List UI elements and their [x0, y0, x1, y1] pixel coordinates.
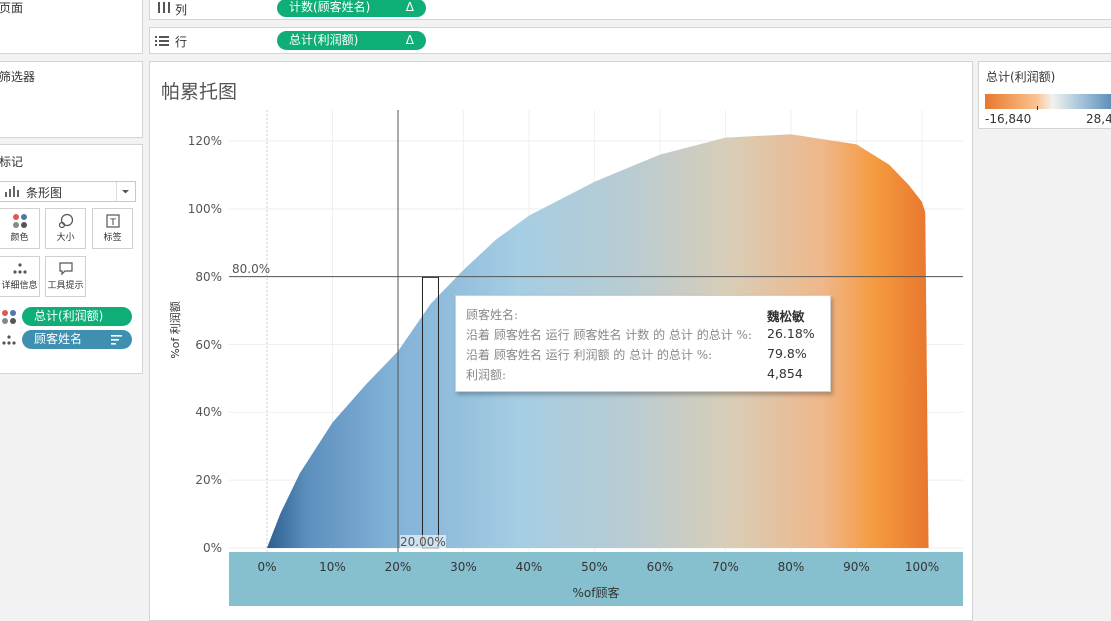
ref-line-y-label: 80.0%: [232, 262, 271, 276]
tooltip-button[interactable]: 工具提示: [45, 256, 86, 297]
detail-icon: [12, 263, 27, 274]
pages-panel: 页面: [0, 0, 143, 54]
tooltip-count-pct-value: 26.18%: [767, 326, 815, 341]
tooltip-profit-value: 4,854: [767, 366, 803, 381]
rows-shelf-icon: [155, 35, 169, 50]
delta-icon: Δ: [405, 0, 414, 14]
marks-pill-customer-name-label: 顾客姓名: [34, 332, 83, 346]
marks-pill-total-profit-label: 总计(利润额): [34, 309, 104, 323]
pages-title: 页面: [0, 1, 24, 15]
label-icon: T: [105, 214, 120, 228]
filters-panel[interactable]: 筛选器: [0, 61, 143, 138]
sort-icon[interactable]: [111, 330, 123, 355]
chart-title: 帕累托图: [161, 81, 238, 103]
marks-pill-total-profit[interactable]: 总计(利润额): [22, 307, 132, 326]
y-tick-label: 80%: [195, 269, 222, 284]
x-tick-label: 60%: [646, 560, 674, 574]
pill-profit-row: 总计(利润额): [0, 307, 139, 327]
label-button-label: 标签: [103, 233, 122, 243]
y-tick-label: 40%: [195, 405, 222, 420]
legend-zero-tick: [1037, 106, 1038, 110]
x-axis-band: [229, 552, 963, 606]
x-tick-label: 40%: [515, 560, 543, 574]
y-tick-label: 0%: [202, 541, 222, 555]
marks-panel: 标记 条形图 颜色 大小 T 标签 详细信息 工具提示 总计(利润额): [0, 144, 143, 374]
legend-gradient-bar[interactable]: [985, 94, 1111, 109]
chevron-down-icon[interactable]: [116, 182, 134, 201]
marks-pill-customer-name[interactable]: 顾客姓名: [22, 330, 132, 349]
size-button[interactable]: 大小: [45, 208, 86, 249]
marks-title: 标记: [0, 155, 24, 169]
legend-title: 总计(利润额): [986, 70, 1056, 84]
y-tick-label: 20%: [195, 473, 222, 488]
color-button-label: 颜色: [10, 233, 29, 243]
x-axis-title: %of顾客: [572, 586, 620, 600]
svg-text:T: T: [109, 218, 116, 228]
mark-type-dropdown[interactable]: 条形图: [0, 181, 136, 202]
tooltip-profit-label: 利润额:: [466, 368, 507, 382]
x-tick-label: 20%: [384, 560, 412, 574]
color-dots-icon: [2, 310, 16, 324]
x-tick-label: 70%: [712, 560, 739, 574]
legend-max-label: 28,4: [1086, 112, 1111, 126]
tooltip-customer-label: 顾客姓名:: [466, 308, 519, 322]
y-tick-label: 60%: [195, 337, 222, 352]
rows-shelf-label: 行: [175, 35, 188, 49]
pill-customer-row: 顾客姓名: [0, 330, 139, 350]
label-button[interactable]: T 标签: [92, 208, 133, 249]
rows-shelf[interactable]: 行 总计(利润额) Δ: [149, 27, 1111, 54]
columns-pill[interactable]: 计数(顾客姓名) Δ: [277, 0, 426, 17]
ref-line-x-label: 20.00%: [400, 535, 446, 549]
x-tick-label: 90%: [843, 560, 870, 574]
detail-icon: [2, 335, 16, 345]
bar-chart-icon: [4, 186, 20, 200]
columns-shelf-label: 列: [175, 3, 188, 17]
y-tick-label: 120%: [187, 134, 222, 148]
x-tick-label: 10%: [319, 560, 346, 574]
columns-shelf-icon: [157, 2, 171, 17]
columns-pill-label: 计数(顾客姓名): [289, 0, 371, 14]
legend-min-label: -16,840: [985, 112, 1032, 126]
color-legend-panel[interactable]: 总计(利润额) -16,840 28,4: [978, 61, 1111, 129]
tooltip-card: 顾客姓名: 魏松敏 沿着 顾客姓名 运行 顾客姓名 计数 的 总计 的总计 %:…: [455, 295, 831, 392]
tooltip-count-pct-label: 沿着 顾客姓名 运行 顾客姓名 计数 的 总计 的总计 %:: [466, 328, 752, 342]
mark-type-label: 条形图: [26, 186, 63, 200]
delta-icon: Δ: [405, 33, 414, 47]
filters-title: 筛选器: [0, 70, 36, 84]
detail-button-label: 详细信息: [1, 281, 38, 291]
rows-pill[interactable]: 总计(利润额) Δ: [277, 31, 426, 50]
tooltip-customer-value: 魏松敏: [767, 309, 805, 324]
x-tick-label: 80%: [777, 560, 805, 574]
rows-pill-label: 总计(利润额): [289, 33, 359, 47]
x-tick-label: 30%: [450, 560, 477, 574]
size-button-label: 大小: [56, 233, 75, 243]
tooltip-icon: [58, 262, 73, 276]
detail-button[interactable]: 详细信息: [0, 256, 40, 297]
size-icon: [58, 213, 73, 229]
columns-shelf[interactable]: 列 计数(顾客姓名) Δ: [149, 0, 1111, 20]
tooltip-profit-pct-label: 沿着 顾客姓名 运行 利润额 的 总计 的总计 %:: [466, 348, 713, 362]
tooltip-profit-pct-value: 79.8%: [767, 346, 807, 361]
y-tick-label: 100%: [187, 201, 222, 216]
y-axis-title: %of 利润额: [169, 301, 182, 359]
tooltip-button-label: 工具提示: [47, 281, 84, 291]
x-tick-label: 50%: [581, 560, 608, 574]
x-tick-label: 100%: [904, 560, 940, 574]
x-tick-label: 0%: [257, 560, 277, 574]
color-dots-icon: [12, 214, 27, 228]
color-button[interactable]: 颜色: [0, 208, 40, 249]
